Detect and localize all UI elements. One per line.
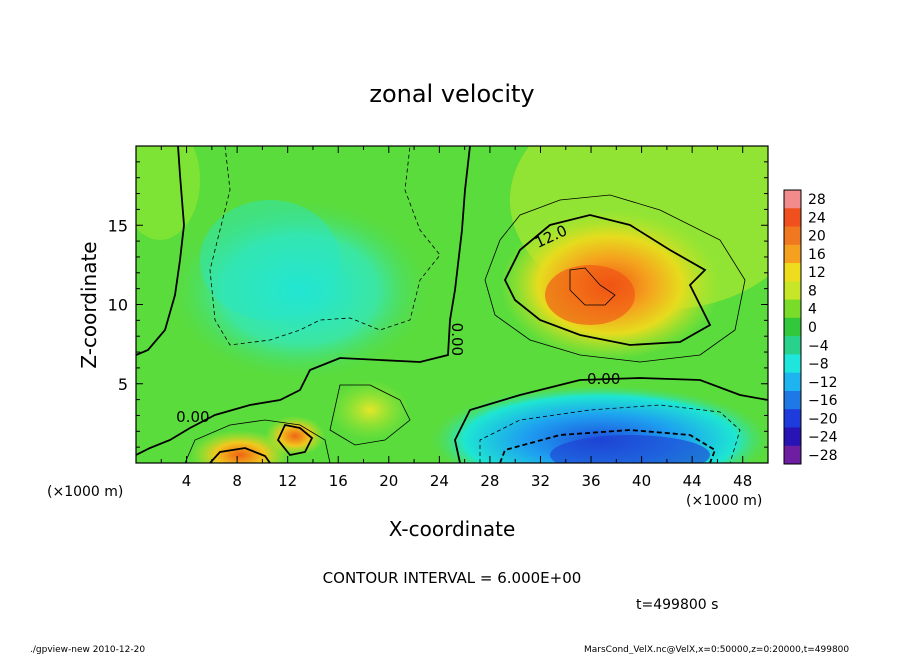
y-axis-label: Z-coordinate: [77, 241, 101, 368]
x-tick-label: 16: [329, 472, 348, 490]
zero-contour-lower: [454, 377, 768, 463]
x-axis: 4 8 12 16 20 24 28 32 36 40 44 48: [160, 146, 752, 490]
contour-interval: CONTOUR INTERVAL = 6.000E+00: [323, 569, 582, 587]
inner-contour: [569, 267, 616, 306]
colorbar-frame: [783, 189, 802, 465]
x-tick-label: 40: [632, 472, 651, 490]
colorbar-label: 4: [808, 302, 817, 318]
x-tick-label: 28: [480, 472, 499, 490]
colorbar-swatch: [784, 354, 801, 374]
colorbar-label: 28: [808, 192, 826, 208]
colorbar-label: −16: [808, 393, 838, 409]
colorbar-label: −24: [808, 430, 838, 446]
colorbar-swatch: [784, 445, 801, 465]
footer-right: MarsCond_VelX.nc@VelX,x=0:50000,z=0:2000…: [584, 645, 849, 654]
colorbar-label: 0: [808, 320, 817, 336]
colorbar-label: −28: [808, 448, 838, 464]
colorbar-swatch: [784, 336, 801, 355]
colorbar-swatch: [784, 281, 801, 301]
colorbar-label: 12: [808, 265, 826, 281]
colorbar-swatch: [784, 208, 801, 228]
velocity-field: [136, 146, 768, 463]
colorbar-label: −8: [808, 357, 829, 373]
colorbar-swatch: [784, 317, 801, 337]
contour-label: 0.00: [587, 370, 620, 388]
x-unit-right: (×1000 m): [686, 493, 762, 509]
colorbar-label: 24: [808, 210, 826, 226]
x-tick-label: 36: [581, 472, 600, 490]
colorbar-swatch: [784, 372, 801, 392]
x-tick-label: 32: [531, 472, 550, 490]
footer-left: ./gpview-new 2010-12-20: [30, 645, 145, 654]
colorbar-swatch: [784, 190, 801, 209]
neg-six-contour-bottom: [479, 404, 741, 463]
pos-six-contour-bottom: [184, 419, 331, 463]
y-tick-label: 15: [108, 216, 128, 235]
y-tick-label: 10: [108, 296, 128, 315]
contour-label: 0.00: [176, 408, 209, 426]
colorbar-swatch: [784, 263, 801, 282]
x-tick-label: 8: [232, 472, 242, 490]
pos-twelve-contour-a: [276, 423, 314, 456]
x-tick-label: 44: [683, 472, 702, 490]
x-tick-label: 12: [278, 472, 297, 490]
x-tick-label: 24: [430, 472, 449, 490]
colorbar-label: 20: [808, 229, 826, 245]
colorbar: 28 24 20 16 12 8 4 0 −4 −8 −12 −16 −20 −24 −28: [783, 189, 838, 465]
colorbar-swatch: [784, 226, 801, 246]
chart-title: zonal velocity: [369, 80, 534, 108]
pos-six-contour-mid: [329, 384, 411, 446]
colorbar-swatch: [784, 390, 801, 410]
neg-six-contour-left: [209, 146, 441, 346]
x-tick-label: 20: [379, 472, 398, 490]
colorbar-swatch: [784, 299, 801, 319]
contour-lines: [136, 146, 768, 463]
colorbar-label: 8: [808, 283, 817, 299]
y-tick-label: 5: [118, 375, 128, 394]
colorbar-swatch: [784, 244, 801, 264]
colorbar-label: −20: [808, 411, 838, 427]
y-axis: 5 10 15: [108, 161, 768, 448]
colorbar-label: −4: [808, 338, 829, 354]
colorbar-label: −12: [808, 375, 838, 391]
pos-twelve-contour-b: [209, 447, 271, 463]
contour-label: 0.00: [448, 323, 466, 356]
time-stamp: t=499800 s: [636, 597, 718, 613]
zero-contour-middle: [136, 146, 471, 456]
colorbar-swatch: [784, 409, 801, 428]
six-contour-jet: [484, 194, 746, 363]
zero-contour-left: [136, 146, 185, 356]
twelve-contour: [503, 214, 712, 346]
x-unit-left: (×1000 m): [47, 484, 123, 500]
colorbar-label: 16: [808, 247, 826, 263]
x-axis-label: X-coordinate: [389, 517, 516, 541]
x-tick-label: 4: [182, 472, 192, 490]
colorbar-swatch: [784, 427, 801, 447]
x-tick-label: 48: [733, 472, 752, 490]
